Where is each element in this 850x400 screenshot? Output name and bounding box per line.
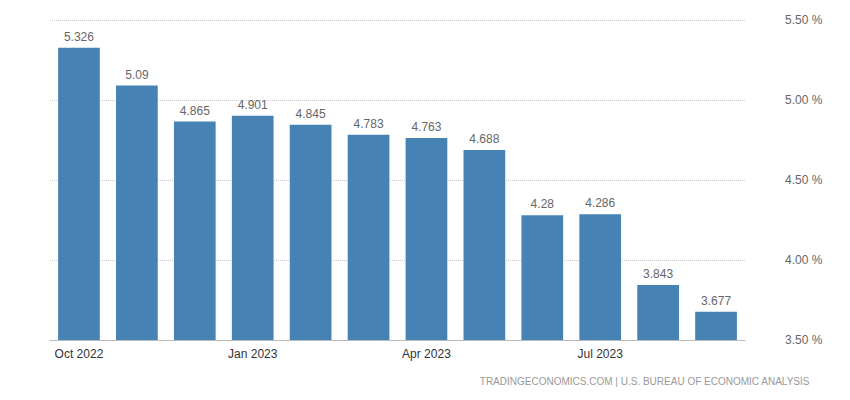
svg-text:3.50 %: 3.50 %: [785, 333, 823, 347]
svg-text:4.783: 4.783: [354, 117, 384, 131]
svg-text:Apr 2023: Apr 2023: [402, 347, 451, 361]
svg-text:4.286: 4.286: [585, 196, 615, 210]
svg-text:4.901: 4.901: [238, 98, 268, 112]
svg-text:4.28: 4.28: [531, 197, 555, 211]
svg-text:3.843: 3.843: [643, 267, 673, 281]
svg-text:4.865: 4.865: [180, 104, 210, 118]
svg-text:4.845: 4.845: [296, 107, 326, 121]
svg-text:4.00 %: 4.00 %: [785, 253, 823, 267]
svg-text:Jul 2023: Jul 2023: [578, 347, 624, 361]
svg-text:5.09: 5.09: [125, 68, 149, 82]
svg-text:5.326: 5.326: [64, 30, 94, 44]
svg-text:3.677: 3.677: [701, 294, 731, 308]
svg-text:4.763: 4.763: [411, 120, 441, 134]
svg-text:4.688: 4.688: [469, 132, 499, 146]
svg-text:Jan 2023: Jan 2023: [228, 347, 278, 361]
svg-text:5.00 %: 5.00 %: [785, 93, 823, 107]
svg-text:5.50 %: 5.50 %: [785, 13, 823, 27]
svg-text:4.50 %: 4.50 %: [785, 173, 823, 187]
svg-text:TRADINGECONOMICS.COM | U.S. BU: TRADINGECONOMICS.COM | U.S. BUREAU OF EC…: [480, 376, 810, 387]
svg-text:Oct 2022: Oct 2022: [55, 347, 104, 361]
